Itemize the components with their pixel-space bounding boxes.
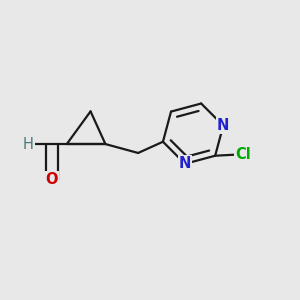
Text: N: N	[179, 156, 191, 171]
Text: Cl: Cl	[236, 147, 251, 162]
Text: H: H	[23, 136, 34, 152]
Text: N: N	[217, 118, 230, 133]
Text: O: O	[46, 172, 58, 187]
